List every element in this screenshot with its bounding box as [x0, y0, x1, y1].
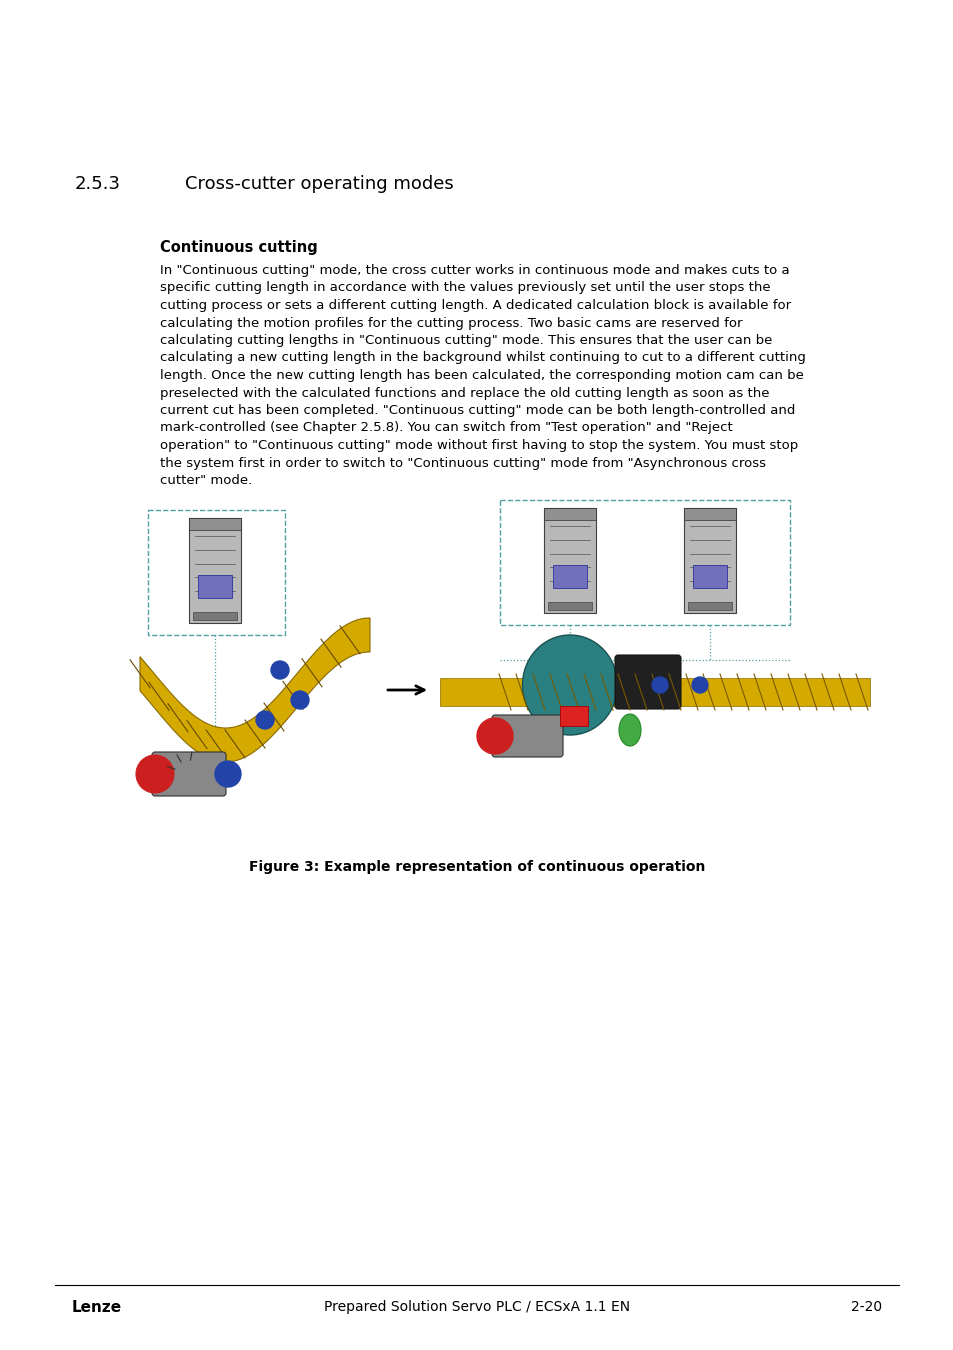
- FancyBboxPatch shape: [492, 716, 562, 757]
- Circle shape: [214, 761, 241, 787]
- Bar: [193, 612, 236, 621]
- Text: 2-20: 2-20: [850, 1300, 882, 1314]
- Bar: [553, 566, 586, 589]
- Bar: [693, 566, 726, 589]
- Text: calculating a new cutting length in the background whilst continuing to cut to a: calculating a new cutting length in the …: [160, 351, 805, 364]
- Text: current cut has been completed. "Continuous cutting" mode can be both length-con: current cut has been completed. "Continu…: [160, 404, 795, 417]
- FancyBboxPatch shape: [152, 752, 226, 796]
- FancyBboxPatch shape: [683, 508, 735, 613]
- Bar: [439, 678, 869, 706]
- Circle shape: [271, 662, 289, 679]
- Bar: [548, 602, 591, 610]
- Circle shape: [651, 676, 667, 693]
- Polygon shape: [140, 618, 370, 761]
- Text: specific cutting length in accordance with the values previously set until the u: specific cutting length in accordance wi…: [160, 282, 770, 294]
- Circle shape: [136, 755, 173, 792]
- Text: In "Continuous cutting" mode, the cross cutter works in continuous mode and make: In "Continuous cutting" mode, the cross …: [160, 265, 789, 277]
- Text: cutting process or sets a different cutting length. A dedicated calculation bloc: cutting process or sets a different cutt…: [160, 298, 790, 312]
- Circle shape: [291, 691, 309, 709]
- Text: 2.5.3: 2.5.3: [75, 176, 121, 193]
- Bar: [683, 508, 735, 520]
- Text: the system first in order to switch to "Continuous cutting" mode from "Asynchron: the system first in order to switch to "…: [160, 456, 765, 470]
- Ellipse shape: [522, 634, 617, 734]
- Ellipse shape: [618, 714, 640, 747]
- Bar: [543, 508, 596, 520]
- FancyBboxPatch shape: [189, 517, 241, 622]
- Bar: [687, 602, 731, 610]
- Text: Cross-cutter operating modes: Cross-cutter operating modes: [185, 176, 454, 193]
- Bar: [198, 575, 232, 598]
- Text: Lenze: Lenze: [71, 1300, 122, 1315]
- Text: Prepared Solution Servo PLC / ECSxA 1.1 EN: Prepared Solution Servo PLC / ECSxA 1.1 …: [324, 1300, 629, 1314]
- Circle shape: [691, 676, 707, 693]
- Text: length. Once the new cutting length has been calculated, the corresponding motio: length. Once the new cutting length has …: [160, 369, 803, 382]
- Text: Continuous cutting: Continuous cutting: [160, 240, 317, 255]
- Circle shape: [255, 711, 274, 729]
- Text: calculating cutting lengths in "Continuous cutting" mode. This ensures that the : calculating cutting lengths in "Continuo…: [160, 333, 772, 347]
- Circle shape: [476, 718, 513, 755]
- Text: Figure 3: Example representation of continuous operation: Figure 3: Example representation of cont…: [249, 860, 704, 873]
- Text: calculating the motion profiles for the cutting process. Two basic cams are rese: calculating the motion profiles for the …: [160, 316, 741, 329]
- FancyBboxPatch shape: [615, 655, 680, 709]
- Text: mark-controlled (see Chapter 2.5.8). You can switch from "Test operation" and "R: mark-controlled (see Chapter 2.5.8). You…: [160, 421, 732, 435]
- Text: cutter" mode.: cutter" mode.: [160, 474, 252, 487]
- Bar: [559, 706, 587, 726]
- Text: preselected with the calculated functions and replace the old cutting length as : preselected with the calculated function…: [160, 386, 769, 400]
- Bar: [189, 517, 241, 531]
- Text: operation" to "Continuous cutting" mode without first having to stop the system.: operation" to "Continuous cutting" mode …: [160, 439, 798, 452]
- FancyBboxPatch shape: [543, 508, 596, 613]
